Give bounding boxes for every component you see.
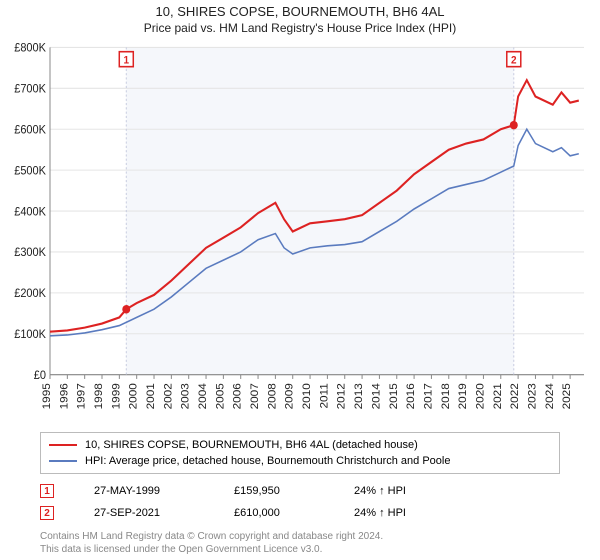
svg-text:2016: 2016 [405, 383, 417, 409]
marker-pct: 24% ↑ HPI [354, 507, 434, 519]
svg-text:2020: 2020 [475, 383, 487, 409]
svg-text:£800K: £800K [14, 42, 46, 54]
legend-item: 10, SHIRES COPSE, BOURNEMOUTH, BH6 4AL (… [49, 437, 551, 453]
svg-text:£200K: £200K [14, 288, 46, 300]
marker-badge: 1 [40, 484, 54, 498]
svg-text:2010: 2010 [301, 383, 313, 409]
marker-price: £610,000 [234, 507, 314, 519]
svg-text:2017: 2017 [423, 383, 435, 409]
svg-text:2019: 2019 [457, 383, 469, 409]
svg-text:1995: 1995 [41, 383, 53, 409]
svg-text:1997: 1997 [76, 383, 88, 409]
marker-date: 27-MAY-1999 [94, 485, 194, 497]
svg-text:2025: 2025 [561, 383, 573, 409]
svg-text:£500K: £500K [14, 165, 46, 177]
chart-header: 10, SHIRES COPSE, BOURNEMOUTH, BH6 4AL P… [0, 0, 600, 37]
chart-area: £0 £100K £200K £300K £400K £500K £600K £700K £80… [0, 37, 600, 426]
svg-text:£300K: £300K [14, 247, 46, 259]
svg-text:2015: 2015 [388, 383, 400, 409]
svg-text:2023: 2023 [527, 383, 539, 409]
footer-line: Contains HM Land Registry data © Crown c… [40, 530, 560, 543]
marker-badge: 2 [40, 506, 54, 520]
marker-pct: 24% ↑ HPI [354, 485, 434, 497]
svg-text:2011: 2011 [319, 383, 331, 408]
svg-text:2024: 2024 [544, 383, 556, 409]
svg-text:2014: 2014 [371, 383, 383, 409]
svg-text:2002: 2002 [163, 383, 175, 409]
chart-subtitle: Price paid vs. HM Land Registry's House … [0, 21, 600, 35]
svg-text:2009: 2009 [284, 383, 296, 409]
chart-svg: £0 £100K £200K £300K £400K £500K £600K £700K £80… [6, 41, 590, 426]
svg-text:2: 2 [511, 55, 517, 66]
svg-text:2000: 2000 [128, 383, 140, 409]
svg-text:2013: 2013 [353, 383, 365, 409]
svg-text:£700K: £700K [14, 83, 46, 95]
svg-text:2006: 2006 [232, 383, 244, 409]
svg-text:2001: 2001 [145, 383, 157, 409]
legend-label: 10, SHIRES COPSE, BOURNEMOUTH, BH6 4AL (… [85, 439, 418, 451]
svg-text:£600K: £600K [14, 124, 46, 136]
svg-text:2012: 2012 [336, 383, 348, 409]
svg-text:2022: 2022 [509, 383, 521, 409]
chart-container: 10, SHIRES COPSE, BOURNEMOUTH, BH6 4AL P… [0, 0, 600, 560]
legend-swatch-property [49, 444, 77, 446]
marker-rows: 1 27-MAY-1999 £159,950 24% ↑ HPI 2 27-SE… [40, 480, 560, 524]
legend-label: HPI: Average price, detached house, Bour… [85, 455, 450, 467]
svg-text:2004: 2004 [197, 383, 209, 409]
svg-text:1: 1 [124, 55, 130, 66]
svg-text:2003: 2003 [180, 383, 192, 409]
marker-row: 2 27-SEP-2021 £610,000 24% ↑ HPI [40, 502, 560, 524]
svg-text:£400K: £400K [14, 206, 46, 218]
footer-line: This data is licensed under the Open Gov… [40, 543, 560, 556]
marker-date: 27-SEP-2021 [94, 507, 194, 519]
svg-text:2005: 2005 [215, 383, 227, 409]
chart-title: 10, SHIRES COPSE, BOURNEMOUTH, BH6 4AL [0, 4, 600, 19]
legend-swatch-hpi [49, 460, 77, 462]
legend-item: HPI: Average price, detached house, Bour… [49, 453, 551, 469]
svg-text:2018: 2018 [440, 383, 452, 409]
svg-text:1999: 1999 [111, 383, 123, 409]
marker-row: 1 27-MAY-1999 £159,950 24% ↑ HPI [40, 480, 560, 502]
svg-text:2021: 2021 [492, 383, 504, 409]
svg-text:2007: 2007 [249, 383, 261, 409]
legend: 10, SHIRES COPSE, BOURNEMOUTH, BH6 4AL (… [40, 432, 560, 474]
svg-text:£0: £0 [34, 370, 46, 382]
svg-text:£100K: £100K [14, 329, 46, 341]
svg-text:2008: 2008 [267, 383, 279, 409]
svg-text:1996: 1996 [59, 383, 71, 409]
marker-price: £159,950 [234, 485, 314, 497]
footer: Contains HM Land Registry data © Crown c… [40, 530, 560, 556]
svg-text:1998: 1998 [93, 383, 105, 409]
